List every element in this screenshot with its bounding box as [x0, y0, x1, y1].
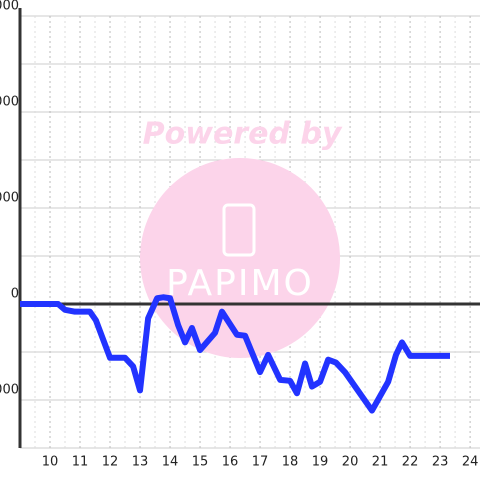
watermark-circle — [140, 158, 340, 358]
x-tick-label: 19 — [312, 455, 329, 470]
x-tick-label: 13 — [132, 455, 149, 470]
watermark-logo: PAPIMO — [166, 263, 314, 304]
y-tick-label: 0 — [11, 287, 19, 302]
x-tick-label: 11 — [72, 455, 89, 470]
x-tick-label: 20 — [342, 455, 359, 470]
x-tick-label: 18 — [282, 455, 299, 470]
x-tick-label: 22 — [402, 455, 419, 470]
y-tick-label: 2,000 — [0, 95, 19, 110]
x-tick-label: 16 — [222, 455, 239, 470]
y-tick-label: -1,000 — [0, 383, 19, 398]
x-tick-label: 15 — [192, 455, 209, 470]
y-tick-label: 3,000 — [0, 0, 19, 14]
y-tick-label: 1,000 — [0, 191, 19, 206]
x-tick-label: 14 — [162, 455, 179, 470]
watermark-text: Powered by — [143, 117, 343, 152]
data-line — [20, 294, 450, 414]
x-tick-label: 21 — [372, 455, 389, 470]
watermark-icon — [222, 203, 256, 257]
x-tick-label: 23 — [432, 455, 449, 470]
x-tick-label: 24 — [462, 455, 479, 470]
x-tick-label: 12 — [102, 455, 119, 470]
x-tick-label: 17 — [252, 455, 269, 470]
x-tick-label: 10 — [42, 455, 59, 470]
